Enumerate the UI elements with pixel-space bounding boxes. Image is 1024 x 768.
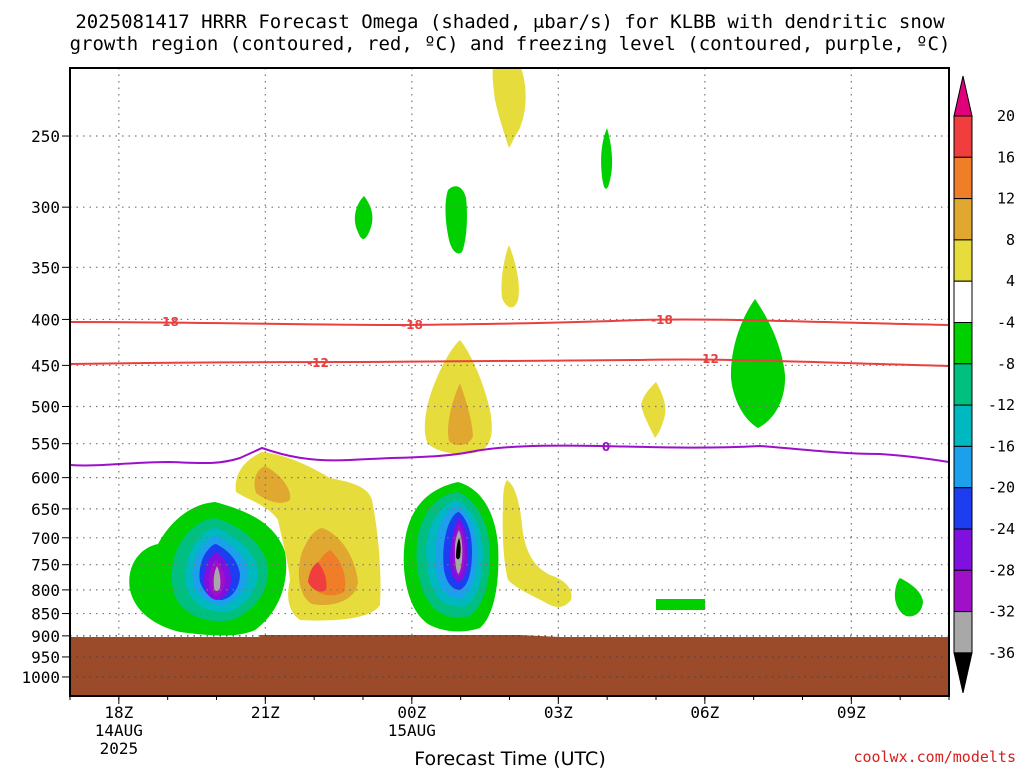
y-tick-label: 250 <box>31 127 60 146</box>
isotherm-minus12-contour <box>69 358 950 367</box>
grid-lines <box>70 68 949 696</box>
isotherm-minus18-contour <box>69 318 950 327</box>
sinking-motion-area <box>354 196 373 239</box>
y-tick-label: 1000 <box>21 668 60 687</box>
colorbar-label: 16 <box>997 148 1015 166</box>
contour-label: 0 <box>602 440 610 454</box>
y-tick-label: 350 <box>31 258 60 277</box>
source-credit: coolwx.com/modelts <box>853 748 1016 766</box>
x-tick-label: 06Z <box>690 703 719 722</box>
y-tick-label: 950 <box>31 648 60 667</box>
rising-motion-area <box>308 562 327 592</box>
sinking-motion-area <box>730 299 786 428</box>
contour-labels: -18 -18 -18 -12 -12 0 <box>157 313 719 454</box>
colorbar: 20 16 12 8 4 -4 -8 -12 -16 -20 -24 -28 -32 -36 <box>953 75 1015 694</box>
contour-label: -18 <box>651 313 673 327</box>
colorbar-label: -32 <box>988 603 1015 621</box>
x-tick-date-label: 14AUG <box>95 721 143 740</box>
y-tick-label: 700 <box>31 529 60 548</box>
x-axis-label: Forecast Time (UTC) <box>414 748 605 768</box>
rising-motion-area <box>448 383 473 446</box>
contour-label: -12 <box>307 356 329 370</box>
colorbar-swatch <box>953 445 973 489</box>
terrain-below-ground <box>70 635 949 696</box>
colorbar-swatch <box>953 611 973 654</box>
colorbar-swatch <box>953 239 973 282</box>
colorbar-label: 4 <box>1006 272 1015 290</box>
colorbar-swatch <box>953 280 973 324</box>
rising-motion-area <box>502 480 572 607</box>
colorbar-label: 12 <box>997 190 1015 208</box>
colorbar-swatch <box>953 487 973 530</box>
x-tick-label: 18Z <box>104 703 133 722</box>
colorbar-max-arrow <box>953 75 973 117</box>
sinking-motion-area <box>656 599 705 610</box>
colorbar-label: 20 <box>997 107 1015 125</box>
colorbar-label: -28 <box>988 561 1015 579</box>
colorbar-swatch <box>953 198 973 241</box>
y-tick-label: 650 <box>31 500 60 519</box>
y-tick-label: 800 <box>31 581 60 600</box>
colorbar-label: -16 <box>988 437 1015 455</box>
colorbar-swatch <box>953 569 973 613</box>
sinking-motion-area <box>213 566 221 591</box>
sinking-motion-area <box>601 128 613 189</box>
x-tick-year-label: 2025 <box>100 739 139 758</box>
y-tick-label: 900 <box>31 627 60 646</box>
colorbar-swatch <box>953 363 973 406</box>
chart-title-line1: 2025081417 HRRR Forecast Omega (shaded, … <box>75 11 945 33</box>
colorbar-label: -20 <box>988 479 1015 497</box>
freezing-level-contour <box>69 444 950 467</box>
colorbar-label: -4 <box>997 314 1015 332</box>
sinking-motion-area <box>894 578 923 617</box>
y-tick-label: 300 <box>31 198 60 217</box>
colorbar-label: -8 <box>997 355 1015 373</box>
chart-title-line2: growth region (contoured, red, ºC) and f… <box>70 33 951 55</box>
y-tick-label: 850 <box>31 605 60 624</box>
y-tick-label: 500 <box>31 397 60 416</box>
y-tick-label: 400 <box>31 310 60 329</box>
colorbar-swatch <box>953 322 973 365</box>
y-axis: 250 300 350 400 450 500 550 600 650 700 750 800 850 9… <box>21 127 70 687</box>
colorbar-label: -12 <box>988 396 1015 414</box>
rising-motion-area <box>641 382 666 438</box>
colorbar-swatch <box>953 156 973 200</box>
colorbar-swatch <box>953 528 973 571</box>
y-tick-label: 450 <box>31 356 60 375</box>
x-tick-label: 00Z <box>397 703 426 722</box>
contour-label: -18 <box>401 318 423 332</box>
rising-motion-area <box>501 245 519 308</box>
contour-label: -18 <box>157 315 179 329</box>
colorbar-min-arrow <box>953 652 973 694</box>
x-tick-label: 03Z <box>544 703 573 722</box>
x-tick-date-label: 15AUG <box>388 721 436 740</box>
y-tick-label: 750 <box>31 556 60 575</box>
y-tick-label: 550 <box>31 435 60 454</box>
colorbar-label: -36 <box>988 644 1015 662</box>
colorbar-swatch <box>953 115 973 158</box>
y-tick-label: 600 <box>31 469 60 488</box>
sinking-motion-area <box>456 538 461 560</box>
sinking-motion-area <box>445 186 467 254</box>
rising-motion-area <box>492 68 526 148</box>
contour-label: -12 <box>697 352 719 366</box>
x-tick-label: 09Z <box>837 703 866 722</box>
colorbar-label: 8 <box>1006 231 1015 249</box>
x-tick-label: 21Z <box>251 703 280 722</box>
colorbar-label: -24 <box>988 520 1015 538</box>
rising-motion-area <box>254 466 291 503</box>
omega-shading <box>129 68 923 636</box>
colorbar-swatch <box>953 404 973 447</box>
